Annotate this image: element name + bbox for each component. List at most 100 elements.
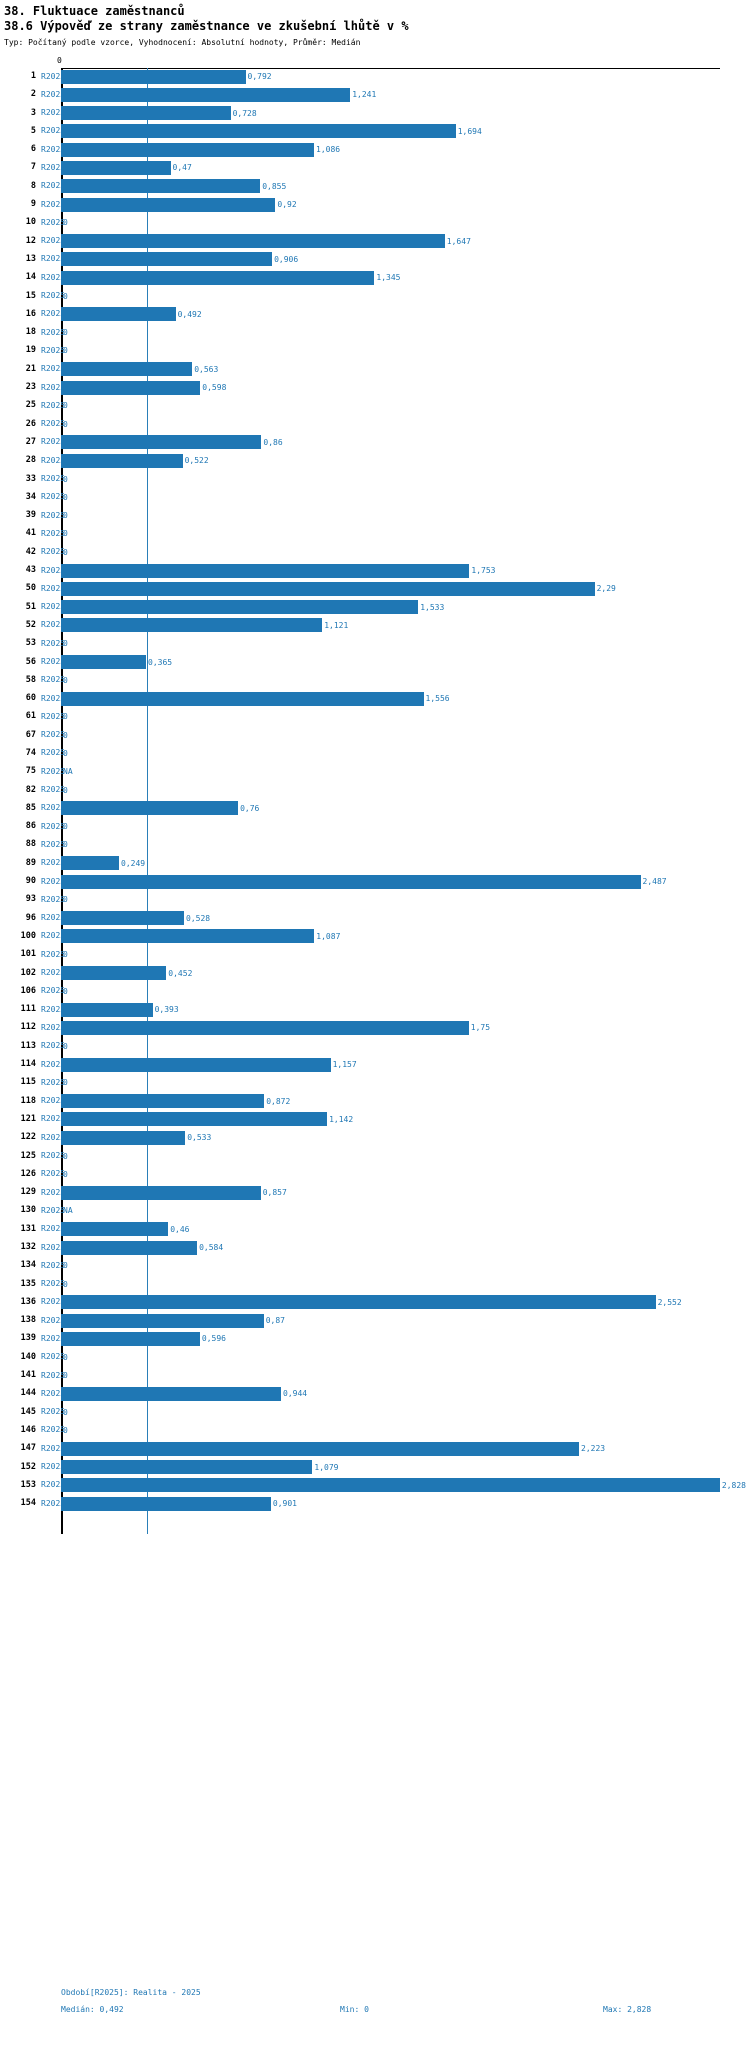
bar-track: 2,29 bbox=[61, 580, 750, 598]
bar-row: 114 R2025 1,157 bbox=[0, 1056, 750, 1074]
bar-row: 89 R2025 0,249 bbox=[0, 855, 750, 873]
bar-value-label: 0,584 bbox=[199, 1243, 224, 1252]
bar-value-label: 1,121 bbox=[324, 620, 349, 630]
bar-row: 106 R2025 0 bbox=[0, 983, 750, 1001]
bar-value-label: 0,906 bbox=[274, 254, 299, 264]
bar bbox=[61, 1496, 271, 1511]
bar-row: 39 R2025 0 bbox=[0, 507, 750, 525]
bar-track: 0,92 bbox=[61, 196, 750, 214]
bar-row: 51 R2025 1,533 bbox=[0, 599, 750, 617]
bar bbox=[61, 435, 262, 450]
bar-value-label: 0 bbox=[63, 785, 68, 795]
bar-track: 0,901 bbox=[61, 1495, 750, 1513]
bar bbox=[61, 1331, 200, 1346]
median-reference-line bbox=[147, 68, 148, 1534]
row-series-label: R2025 bbox=[41, 1333, 66, 1343]
bar-row: 5 R2025 1,694 bbox=[0, 123, 750, 141]
row-series-label: R2025 bbox=[41, 1224, 66, 1234]
bar-track: 0,596 bbox=[61, 1330, 750, 1348]
bar-row: 56 R2025 0,365 bbox=[0, 654, 750, 672]
bar-row: 7 R2025 0,47 bbox=[0, 159, 750, 177]
row-series-label: R2025 bbox=[41, 1169, 66, 1179]
bar-value-label: 1,079 bbox=[314, 1462, 339, 1472]
row-index-label: 2 bbox=[30, 89, 36, 100]
bar-row: 112 R2025 1,75 bbox=[0, 1019, 750, 1037]
bar-track: 1,079 bbox=[61, 1459, 750, 1477]
bar-row: 25 R2025 0 bbox=[0, 397, 750, 415]
bar-track: 0,452 bbox=[61, 965, 750, 983]
bar-track: 1,087 bbox=[61, 928, 750, 946]
bar-track: 0 bbox=[61, 1422, 750, 1440]
row-series-label: R2025 bbox=[41, 1096, 66, 1106]
bar-value-label: 0 bbox=[63, 492, 68, 502]
row-index-label: 113 bbox=[20, 1040, 36, 1051]
row-index-label: 39 bbox=[25, 510, 36, 521]
bar-row: 153 R2025 2,828 bbox=[0, 1477, 750, 1495]
row-series-label: R2025 bbox=[41, 382, 66, 392]
bar-value-label: 1,087 bbox=[316, 931, 341, 941]
bar-value-label: 0 bbox=[63, 986, 68, 996]
bar-track: 1,533 bbox=[61, 599, 750, 617]
bar bbox=[61, 801, 239, 816]
page-title: 38. Fluktuace zaměstnanců bbox=[4, 4, 185, 18]
row-index-label: 115 bbox=[20, 1077, 36, 1088]
bar-row: 1 R2025 0,792 bbox=[0, 68, 750, 86]
bar-track: 0 bbox=[61, 635, 750, 653]
bar bbox=[61, 618, 323, 633]
bar-row: 136 R2025 2,552 bbox=[0, 1294, 750, 1312]
bar-row: 74 R2025 0 bbox=[0, 745, 750, 763]
bar-track: 0 bbox=[61, 1257, 750, 1275]
bar-row: 8 R2025 0,855 bbox=[0, 178, 750, 196]
footer-max: Max: 2,828 bbox=[603, 2005, 652, 2014]
row-series-label: R2025 bbox=[41, 894, 66, 904]
row-series-label: R2025 bbox=[41, 1132, 66, 1142]
bar bbox=[61, 874, 641, 889]
footer-period: Období[R2025]: Realita - 2025 bbox=[61, 1988, 201, 1997]
row-series-label: R2025 bbox=[41, 1425, 66, 1435]
row-index-label: 88 bbox=[25, 839, 36, 850]
bar bbox=[61, 307, 176, 322]
bar-track: 0,944 bbox=[61, 1385, 750, 1403]
row-series-label: R2025 bbox=[41, 1205, 66, 1215]
row-index-label: 131 bbox=[20, 1223, 36, 1234]
bar-row: 42 R2025 0 bbox=[0, 544, 750, 562]
bar-track: 1,556 bbox=[61, 690, 750, 708]
row-series-label: R2025 bbox=[41, 1279, 66, 1289]
bar-value-label: 0 bbox=[63, 1261, 68, 1271]
bar-row: 41 R2025 0 bbox=[0, 525, 750, 543]
row-series-label: R2025 bbox=[41, 583, 66, 593]
bar-row: 138 R2025 0,87 bbox=[0, 1312, 750, 1330]
row-index-label: 60 bbox=[25, 693, 36, 704]
bar-track: 0,598 bbox=[61, 379, 750, 397]
bar-row: 3 R2025 0,728 bbox=[0, 105, 750, 123]
bar bbox=[61, 234, 445, 249]
bar-track: 0 bbox=[61, 727, 750, 745]
row-index-label: 43 bbox=[25, 565, 36, 576]
bar-row: 118 R2025 0,872 bbox=[0, 1093, 750, 1111]
bar bbox=[61, 453, 183, 468]
bar-track: 0 bbox=[61, 397, 750, 415]
bar-track: 0 bbox=[61, 489, 750, 507]
row-series-label: R2025 bbox=[41, 657, 66, 666]
bar-row: 50 R2025 2,29 bbox=[0, 580, 750, 598]
row-index-label: 26 bbox=[25, 418, 36, 429]
bar-row: 93 R2025 0 bbox=[0, 891, 750, 909]
bar-track: 0 bbox=[61, 416, 750, 434]
row-index-label: 125 bbox=[20, 1150, 36, 1161]
bar bbox=[61, 655, 146, 669]
bar-track: 2,223 bbox=[61, 1440, 750, 1458]
bar-row: 85 R2025 0,76 bbox=[0, 800, 750, 818]
bar-row: 10 R2025 0 bbox=[0, 214, 750, 232]
bar-value-label: 0,872 bbox=[266, 1096, 291, 1106]
bar-row: 52 R2025 1,121 bbox=[0, 617, 750, 635]
row-index-label: 153 bbox=[20, 1479, 36, 1490]
bar-track: 0 bbox=[61, 1074, 750, 1092]
bar-value-label: 1,753 bbox=[471, 566, 496, 576]
row-series-label: R2025 bbox=[41, 1480, 66, 1490]
bar-value-label: 0,857 bbox=[262, 1188, 287, 1198]
bar-value-label: 0 bbox=[63, 1151, 68, 1161]
row-series-label: R2025 bbox=[41, 949, 66, 959]
bar-row: 146 R2025 0 bbox=[0, 1422, 750, 1440]
row-index-label: 114 bbox=[20, 1059, 36, 1070]
bar-track: 0 bbox=[61, 507, 750, 525]
